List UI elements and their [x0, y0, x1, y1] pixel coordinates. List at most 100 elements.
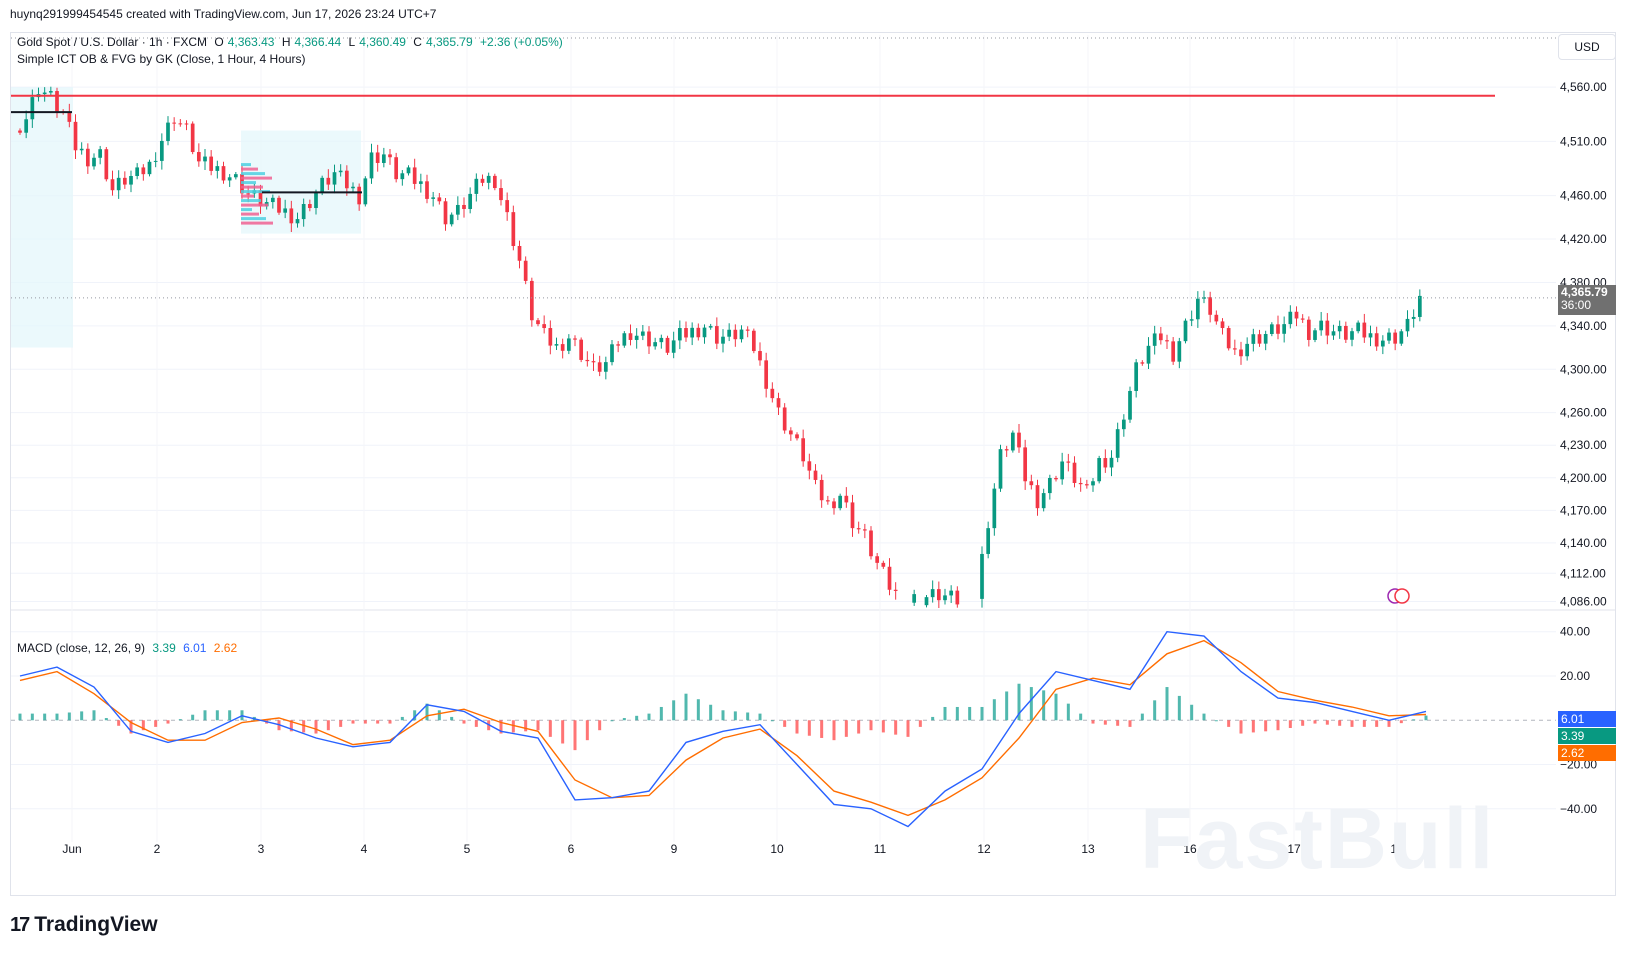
- candle-body: [1337, 325, 1342, 332]
- candle-body: [1066, 461, 1071, 463]
- candle-body: [511, 212, 516, 246]
- candle-body: [1103, 458, 1108, 468]
- macd-line-value: 6.01: [183, 641, 207, 655]
- candle-body: [79, 148, 84, 151]
- candle-body: [1257, 334, 1262, 344]
- high-value: 4,366.44: [294, 35, 342, 49]
- candle-body: [881, 562, 886, 567]
- candle-body: [1047, 477, 1052, 494]
- candle-body: [369, 152, 374, 179]
- macd-histogram-bar: [1375, 720, 1379, 727]
- candle-body: [832, 501, 836, 509]
- candle-body: [388, 154, 392, 158]
- macd-histogram-bar: [1350, 720, 1354, 727]
- candle-body: [351, 186, 355, 189]
- macd-histogram-bar: [1165, 687, 1169, 721]
- candle-body: [591, 361, 596, 363]
- macd-histogram-bar: [980, 706, 984, 721]
- candle-body: [1319, 320, 1324, 331]
- candle-body: [1189, 319, 1194, 321]
- macd-histogram-bar: [1091, 720, 1095, 724]
- candle-body: [400, 173, 405, 180]
- macd-histogram-bar: [326, 720, 330, 731]
- candle-body: [708, 326, 713, 328]
- candle-body: [671, 340, 676, 353]
- time-tick-label: 4: [361, 842, 368, 856]
- volume-profile-bar: [241, 208, 252, 212]
- price-tick-label: 4,230.00: [1560, 438, 1607, 452]
- volume-profile-bar: [241, 221, 273, 225]
- candle-body: [1109, 457, 1114, 468]
- candle-body: [1368, 333, 1373, 338]
- candle-body: [1232, 348, 1237, 350]
- macd-histogram-bar: [191, 714, 195, 721]
- candle-body: [129, 176, 133, 185]
- candle-body: [733, 329, 738, 340]
- macd-histogram-bar: [1128, 720, 1132, 727]
- candle-body: [1331, 331, 1336, 336]
- symbol-label[interactable]: Gold Spot / U.S. Dollar · 1h · FXCM: [17, 35, 208, 49]
- candle-body: [640, 331, 645, 336]
- indicator-legend[interactable]: Simple ICT OB & FVG by GK (Close, 1 Hour…: [17, 52, 306, 66]
- candle-body: [1387, 332, 1391, 341]
- candle-body: [912, 594, 917, 603]
- macd-histogram-bar: [1362, 720, 1366, 727]
- candle-body: [1171, 341, 1176, 362]
- candle-body: [67, 112, 72, 122]
- candle-body: [73, 121, 78, 151]
- macd-hist-tag: 3.39: [1558, 728, 1616, 744]
- candle-body: [314, 192, 318, 209]
- macd-histogram-bar: [721, 710, 725, 721]
- candle-body: [542, 324, 547, 329]
- macd-histogram-bar: [696, 699, 700, 721]
- candle-body: [499, 188, 503, 201]
- candle-body: [147, 161, 152, 175]
- candle-body: [1097, 458, 1102, 482]
- candle-body: [289, 208, 294, 224]
- macd-line: [19, 630, 1427, 828]
- candle-body: [1306, 319, 1311, 340]
- candle-body: [215, 166, 220, 171]
- macd-histogram-bar: [561, 720, 565, 744]
- macd-histogram-bar: [795, 720, 799, 734]
- candle-body: [801, 438, 806, 462]
- price-tick-label: 4,340.00: [1560, 319, 1607, 333]
- candle-body: [862, 529, 867, 531]
- macd-histogram-bar: [783, 720, 787, 727]
- volume-profile-bar: [241, 199, 261, 203]
- macd-histogram-bar: [314, 720, 318, 734]
- candle-body: [739, 329, 744, 340]
- macd-legend[interactable]: MACD (close, 12, 26, 9) 3.39 6.01 2.62: [17, 641, 241, 655]
- candle-body: [1362, 322, 1367, 338]
- time-tick-label: 18: [1390, 842, 1404, 856]
- macd-histogram-bar: [43, 713, 47, 721]
- macd-histogram-bar: [659, 706, 663, 721]
- candle-body: [443, 201, 448, 225]
- macd-histogram-bar: [499, 720, 503, 734]
- candle-body: [949, 590, 954, 596]
- candle-body: [474, 178, 479, 194]
- candle-body: [1183, 320, 1188, 342]
- candle-body: [332, 172, 337, 185]
- macd-histogram-bar: [733, 711, 737, 721]
- candle-body: [887, 566, 892, 590]
- price-tick-label: 4,560.00: [1560, 80, 1607, 94]
- volume-profile-bar: [241, 194, 254, 198]
- tradingview-brand[interactable]: 17 TradingView: [10, 913, 158, 937]
- candle-body: [1374, 333, 1379, 347]
- candle-body: [1399, 331, 1404, 344]
- volume-profile-bar: [241, 212, 259, 216]
- macd-histogram-bar: [906, 720, 910, 737]
- candle-body: [1029, 481, 1034, 486]
- candle-body: [1158, 333, 1163, 341]
- macd-histogram-bar: [1029, 687, 1033, 721]
- candle-body: [1128, 390, 1132, 420]
- currency-button[interactable]: USD: [1558, 34, 1616, 60]
- macd-histogram-bar: [1239, 720, 1243, 734]
- candle-body: [1220, 321, 1225, 329]
- candle-body: [246, 193, 251, 195]
- candle-body: [184, 123, 189, 125]
- candle-body: [795, 434, 799, 439]
- time-tick-label: 16: [1183, 842, 1197, 856]
